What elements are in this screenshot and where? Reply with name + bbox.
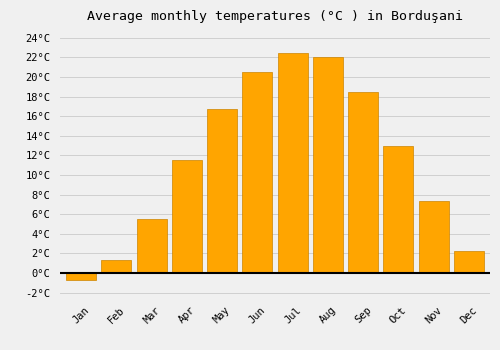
Bar — [242, 72, 272, 273]
Bar — [172, 160, 202, 273]
Bar — [348, 92, 378, 273]
Bar — [313, 57, 343, 273]
Bar — [454, 251, 484, 273]
Bar — [278, 52, 308, 273]
Bar — [418, 202, 448, 273]
Bar — [66, 273, 96, 280]
Title: Average monthly temperatures (°C ) in Borduşani: Average monthly temperatures (°C ) in Bo… — [87, 10, 463, 23]
Bar — [102, 260, 132, 273]
Bar — [384, 146, 414, 273]
Bar — [136, 219, 166, 273]
Bar — [207, 109, 237, 273]
